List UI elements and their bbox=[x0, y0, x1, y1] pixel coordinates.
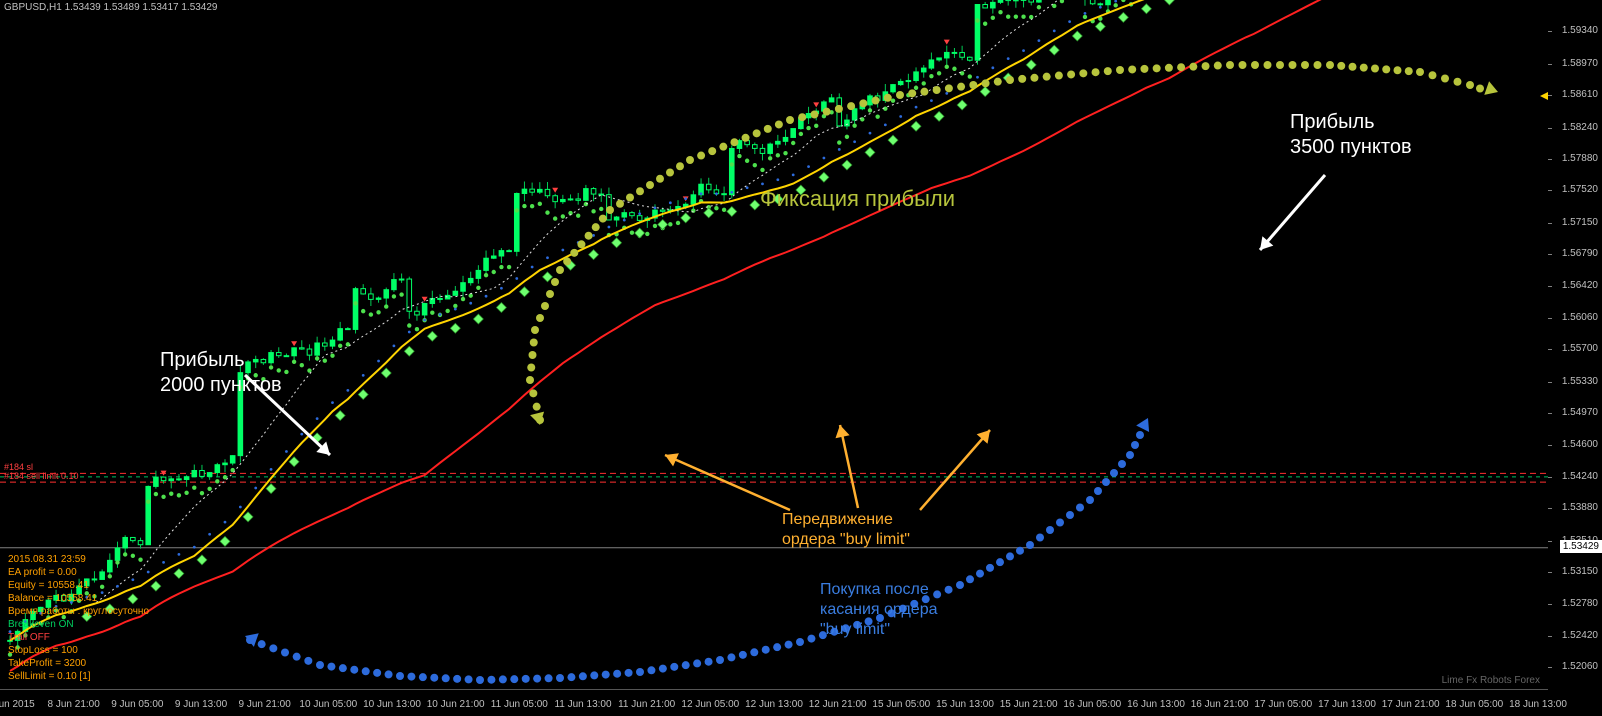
annotation-text: Фиксация прибыли bbox=[760, 185, 955, 213]
ea-info-line: SellLimit = 0.10 [1] bbox=[8, 671, 91, 682]
current-price-box: 1.53429 bbox=[1560, 540, 1602, 553]
ea-info-line: Время работы : круглосуточно bbox=[8, 606, 149, 617]
chart-plot[interactable]: GBPUSD,H1 1.53439 1.53489 1.53417 1.5342… bbox=[0, 0, 1548, 690]
ea-info-line: Breakeven ON bbox=[8, 619, 74, 630]
annotation-text: Прибыль3500 пунктов bbox=[1290, 110, 1412, 160]
annotation-text: Передвижениеордера "buy limit" bbox=[782, 510, 910, 550]
ea-info-line: Equity = 10558.41 bbox=[8, 580, 89, 591]
ea-info-line: StopLoss = 100 bbox=[8, 645, 78, 656]
time-axis: 8 Jun 20158 Jun 21:009 Jun 05:009 Jun 13… bbox=[0, 689, 1548, 716]
annotation-svg bbox=[0, 0, 1548, 690]
ea-info-line: EA profit = 0.00 bbox=[8, 567, 77, 578]
price-axis: 1.593401.589701.586101.582401.578801.575… bbox=[1548, 0, 1602, 690]
ea-info-line: Trail OFF bbox=[8, 632, 50, 643]
annotation-text: Покупка послекасания ордера"buy limit" bbox=[820, 580, 938, 640]
ea-info-line: Balance = 10558.41 bbox=[8, 593, 97, 604]
ea-info-line: TakeProfit = 3200 bbox=[8, 658, 86, 669]
watermark: Lime Fx Robots Forex bbox=[1442, 675, 1540, 686]
annotation-text: Прибыль2000 пунктов bbox=[160, 348, 282, 398]
ea-info-line: 2015.08.31 23:59 bbox=[8, 554, 86, 565]
